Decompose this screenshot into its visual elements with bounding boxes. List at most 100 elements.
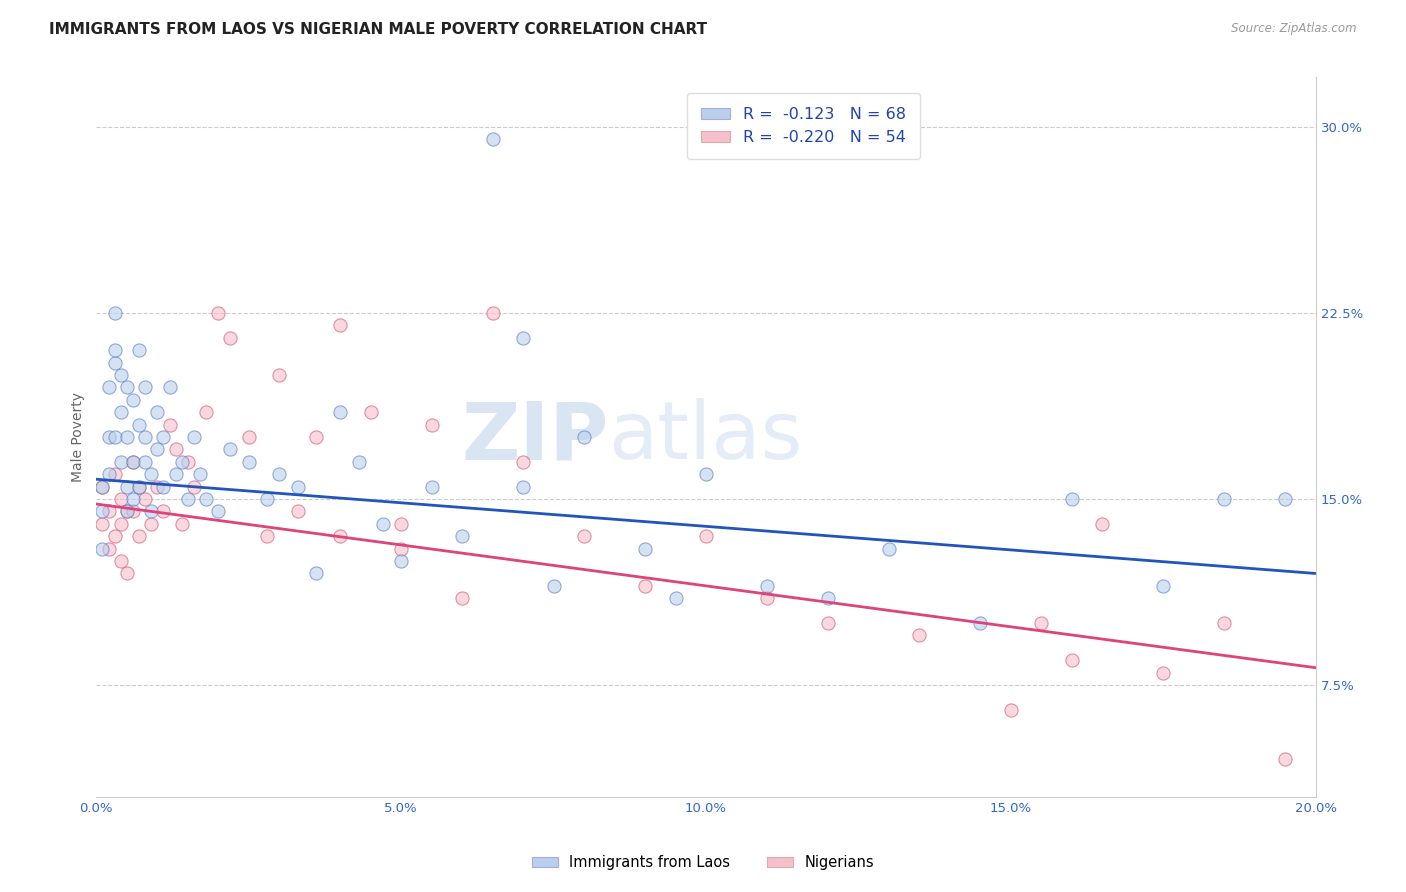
Point xyxy=(572,529,595,543)
Point xyxy=(115,380,138,394)
Point xyxy=(165,442,187,457)
Point xyxy=(104,306,127,320)
Point xyxy=(969,616,991,631)
Point xyxy=(420,480,443,494)
Point xyxy=(195,405,218,419)
Point xyxy=(91,504,114,518)
Point xyxy=(256,529,278,543)
Point xyxy=(1031,616,1053,631)
Point xyxy=(817,616,839,631)
Text: atlas: atlas xyxy=(609,398,803,476)
Point xyxy=(695,467,717,482)
Point xyxy=(1000,703,1022,717)
Point xyxy=(238,430,260,444)
Point xyxy=(1152,665,1174,680)
Point xyxy=(1274,752,1296,766)
Text: Source: ZipAtlas.com: Source: ZipAtlas.com xyxy=(1232,22,1357,36)
Point xyxy=(146,480,169,494)
Point xyxy=(329,318,352,333)
Point xyxy=(141,516,163,531)
Legend: Immigrants from Laos, Nigerians: Immigrants from Laos, Nigerians xyxy=(526,849,880,876)
Point xyxy=(115,430,138,444)
Point xyxy=(97,541,120,556)
Point xyxy=(238,455,260,469)
Point xyxy=(152,430,174,444)
Point xyxy=(389,541,412,556)
Point xyxy=(115,480,138,494)
Point xyxy=(152,504,174,518)
Point xyxy=(389,516,412,531)
Point xyxy=(141,467,163,482)
Point xyxy=(146,442,169,457)
Point xyxy=(128,417,150,432)
Point xyxy=(97,380,120,394)
Point xyxy=(512,331,534,345)
Text: ZIP: ZIP xyxy=(461,398,609,476)
Point xyxy=(110,455,132,469)
Point xyxy=(207,504,229,518)
Point xyxy=(97,467,120,482)
Point xyxy=(329,405,352,419)
Point xyxy=(817,591,839,606)
Point xyxy=(110,368,132,382)
Point xyxy=(420,417,443,432)
Point xyxy=(512,480,534,494)
Point xyxy=(128,343,150,358)
Point xyxy=(1152,579,1174,593)
Point xyxy=(104,356,127,370)
Point xyxy=(287,504,309,518)
Point xyxy=(207,306,229,320)
Point xyxy=(305,430,328,444)
Point xyxy=(634,541,657,556)
Point xyxy=(177,492,200,507)
Point xyxy=(97,504,120,518)
Point xyxy=(188,467,211,482)
Point xyxy=(360,405,382,419)
Point xyxy=(1091,516,1114,531)
Point xyxy=(134,380,156,394)
Point xyxy=(115,504,138,518)
Point xyxy=(104,529,127,543)
Point xyxy=(269,368,291,382)
Point xyxy=(451,529,474,543)
Text: IMMIGRANTS FROM LAOS VS NIGERIAN MALE POVERTY CORRELATION CHART: IMMIGRANTS FROM LAOS VS NIGERIAN MALE PO… xyxy=(49,22,707,37)
Point xyxy=(195,492,218,507)
Point xyxy=(134,430,156,444)
Point xyxy=(91,541,114,556)
Point xyxy=(177,455,200,469)
Point xyxy=(115,504,138,518)
Point xyxy=(183,480,205,494)
Point xyxy=(634,579,657,593)
Point xyxy=(170,455,193,469)
Point xyxy=(91,480,114,494)
Point xyxy=(128,480,150,494)
Point xyxy=(165,467,187,482)
Point xyxy=(110,516,132,531)
Point xyxy=(97,430,120,444)
Point xyxy=(877,541,900,556)
Point xyxy=(543,579,565,593)
Point xyxy=(91,480,114,494)
Point xyxy=(756,579,779,593)
Point xyxy=(110,554,132,568)
Point xyxy=(389,554,412,568)
Point xyxy=(287,480,309,494)
Point xyxy=(104,467,127,482)
Point xyxy=(104,343,127,358)
Point xyxy=(115,566,138,581)
Point xyxy=(91,516,114,531)
Point xyxy=(110,492,132,507)
Legend: R =  -0.123   N = 68, R =  -0.220   N = 54: R = -0.123 N = 68, R = -0.220 N = 54 xyxy=(688,93,921,160)
Point xyxy=(481,132,503,146)
Point xyxy=(481,306,503,320)
Point xyxy=(122,492,145,507)
Point xyxy=(1213,616,1236,631)
Point xyxy=(128,480,150,494)
Point xyxy=(305,566,328,581)
Point xyxy=(451,591,474,606)
Point xyxy=(664,591,686,606)
Point xyxy=(110,405,132,419)
Point xyxy=(122,504,145,518)
Point xyxy=(122,392,145,407)
Point xyxy=(134,492,156,507)
